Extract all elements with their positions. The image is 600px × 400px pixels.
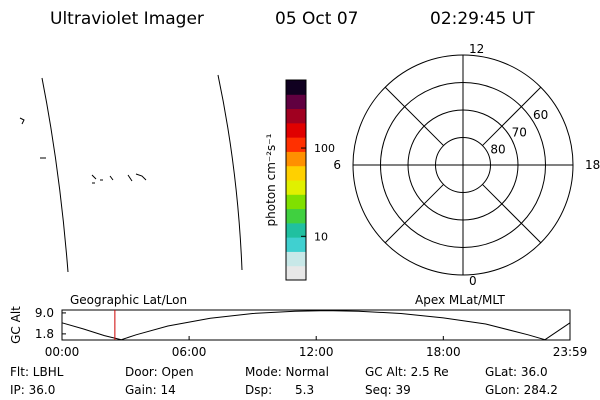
y-tick-label: 9.0 [35,306,54,320]
info-field: Seq: 39 [365,383,411,397]
mlt-label: 0 [469,274,477,288]
lat-ring-label: 70 [512,125,527,139]
polar-diagonal [482,184,542,244]
mlt-label: 12 [469,42,484,56]
info-field: IP: 36.0 [10,383,55,397]
y-axis-label: GC Alt [9,306,23,344]
colorbar-band [286,80,306,95]
lat-ring-label: 60 [533,108,548,122]
info-field: Flt: LBHL [10,365,64,379]
colorbar-band [286,108,306,124]
x-tick-label: 12:00 [299,345,334,359]
colorbar-band [286,94,306,110]
info-field: Door: Open [125,365,194,379]
x-tick-label: 00:00 [45,345,80,359]
info-field: Mode: Normal [245,365,329,379]
instrument-title: Ultraviolet Imager [50,9,204,29]
right-label: Apex MLat/MLT [415,293,505,307]
x-tick-label: 18:00 [426,345,461,359]
info-field: Gain: 14 [125,383,176,397]
colorbar-band [286,265,306,281]
colorbar-band [286,194,306,210]
x-tick-label: 06:00 [172,345,207,359]
polar-diagonal [384,86,444,146]
altitude-line [61,310,571,341]
mlt-label: 18 [585,158,600,172]
polar-diagonal [384,184,444,244]
colorbar-band [286,208,306,224]
colorbar-band [286,222,306,238]
left-label: Geographic Lat/Lon [70,293,187,307]
image-pane [19,74,243,273]
colorbar-frame [285,79,307,281]
colorbar-label: photon cm⁻²s⁻¹ [264,133,278,226]
colorbar-band [286,180,306,195]
date: 05 Oct 07 [275,9,358,29]
colorbar-band [286,237,306,252]
info-field: GLon: 284.2 [485,383,558,397]
info-field: GC Alt: 2.5 Re [365,365,449,379]
colorbar-tick-label: 100 [314,142,335,155]
time: 02:29:45 UT [430,9,535,29]
info-field: GLat: 36.0 [485,365,548,379]
colorbar-tick-label: 10 [314,230,328,243]
lat-ring-label: 80 [490,143,505,157]
y-tick-label: 1.8 [35,327,54,341]
colorbar-band [286,151,306,167]
info-field: Dsp: 5.3 [245,383,314,397]
colorbar-band [286,122,306,138]
mlt-label: 6 [333,158,341,172]
x-tick-label: 23:59 [553,345,588,359]
colorbar-band [286,165,306,181]
polar-diagonal [482,86,542,146]
colorbar-band [286,251,306,267]
axes-layout [61,309,571,341]
colorbar-band [286,137,306,152]
